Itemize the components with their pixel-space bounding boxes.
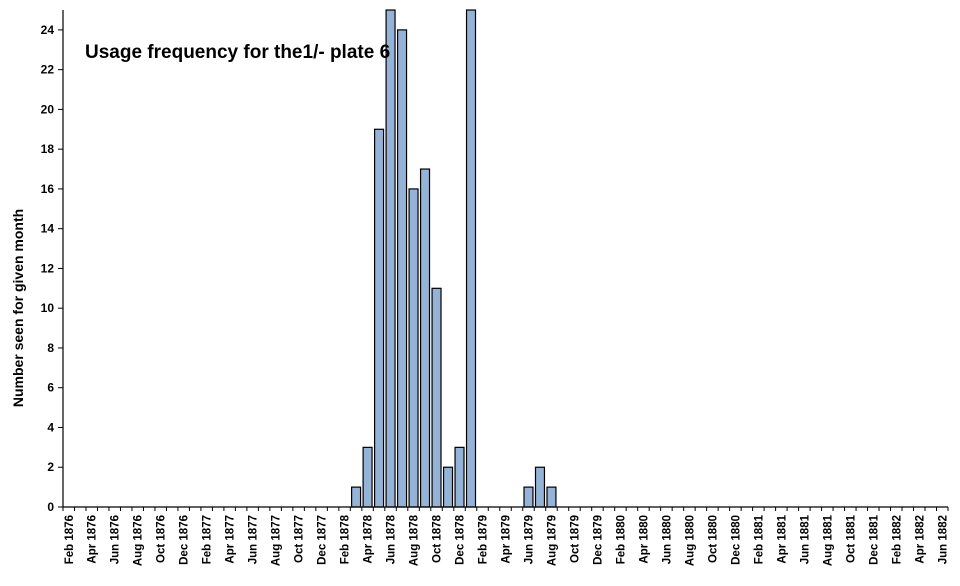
bars-layer [351,9,557,508]
x-tick-label: Feb 1878 [340,514,352,564]
bar-dec-1878 [454,446,465,508]
x-tick-label: Jun 1876 [110,515,122,564]
y-tick-label: 22 [41,63,55,77]
x-tick-label: Feb 1876 [64,515,76,564]
x-tick-label: Feb 1877 [202,515,214,564]
bar-apr-1878 [362,446,373,508]
y-tick-label: 14 [41,222,55,236]
bar-oct-1878 [431,287,442,508]
x-tick-label: Dec 1876 [179,515,191,565]
bar-aug-1879 [546,486,557,508]
x-tick-label: Oct 1876 [156,515,168,563]
x-tick-label: Feb 1879 [478,515,490,564]
y-tick-label: 18 [41,142,55,156]
x-tick-label: Apr 1876 [87,515,99,564]
x-tick-label: Apr 1879 [501,515,513,564]
y-tick-label: 16 [41,182,55,196]
bar-jul-1878 [396,29,408,508]
x-tick-label: Oct 1878 [432,514,444,563]
x-tick-label: Aug 1878 [409,514,421,566]
y-tick-label: 0 [47,500,54,514]
x-tick-label: Oct 1879 [569,515,581,563]
y-tick-label: 10 [41,301,55,315]
bar-sep-1878 [419,168,431,508]
x-tick-label: Dec 1881 [868,514,880,564]
bar-may-1878 [373,128,385,508]
x-tick-label: Jun 1877 [248,515,260,564]
bar-jan-1879 [465,9,477,508]
x-tick-label: Aug 1880 [684,515,696,566]
y-tick-label: 6 [47,381,54,395]
x-tick-label: Oct 1881 [845,514,857,563]
bar-nov-1878 [442,466,454,508]
y-tick-label: 8 [47,341,54,355]
bar-mar-1878 [351,486,362,508]
y-tick-label: 4 [47,420,54,434]
x-tick-label: Feb 1880 [615,515,627,564]
y-tick-label: 24 [41,23,55,37]
x-tick-label: Apr 1877 [225,515,237,564]
bar-aug-1878 [408,188,419,508]
x-tick-label: Apr 1880 [638,515,650,564]
x-tick-label: Jun 1879 [523,515,535,564]
x-tick-label: Feb 1882 [891,515,903,564]
x-tick-label: Apr 1882 [914,515,926,564]
x-tick-label: Dec 1879 [592,515,604,565]
bar-jun-1878 [385,9,396,508]
x-tick-label: Dec 1878 [455,514,467,564]
x-tick-label: Apr 1878 [363,514,375,563]
x-ticks: Feb 1876 Apr 1876 Jun 1876 Aug 1876 Oct 1876… [62,507,949,566]
x-tick-label: Jun 1880 [661,515,673,564]
x-tick-label: Dec 1880 [730,515,742,565]
x-tick-label: Feb 1881 [753,514,765,564]
y-tick-label: 2 [47,460,54,474]
y-tick-label: 12 [41,261,55,275]
x-tick-label: Oct 1877 [294,515,306,563]
x-tick-label: Jun 1878 [386,514,398,564]
y-axis-label: Number seen for given month [10,209,26,407]
y-tick-label: 20 [41,102,55,116]
x-tick-label: Aug 1877 [271,515,283,566]
x-tick-label: Apr 1881 [776,514,788,563]
x-tick-label: Jun 1881 [799,514,811,564]
x-tick-label: Aug 1879 [546,515,558,566]
chart-title: Usage frequency for the1/- plate 6 [85,42,391,63]
x-tick-label: Jun 1882 [937,515,949,564]
x-tick-label: Aug 1876 [133,515,145,566]
x-tick-label: Aug 1881 [822,514,834,566]
x-tick-label: Dec 1877 [317,515,329,565]
bar-jun-1879 [523,486,534,508]
x-tick-label: Oct 1880 [707,515,719,563]
bar-jul-1879 [534,466,546,508]
